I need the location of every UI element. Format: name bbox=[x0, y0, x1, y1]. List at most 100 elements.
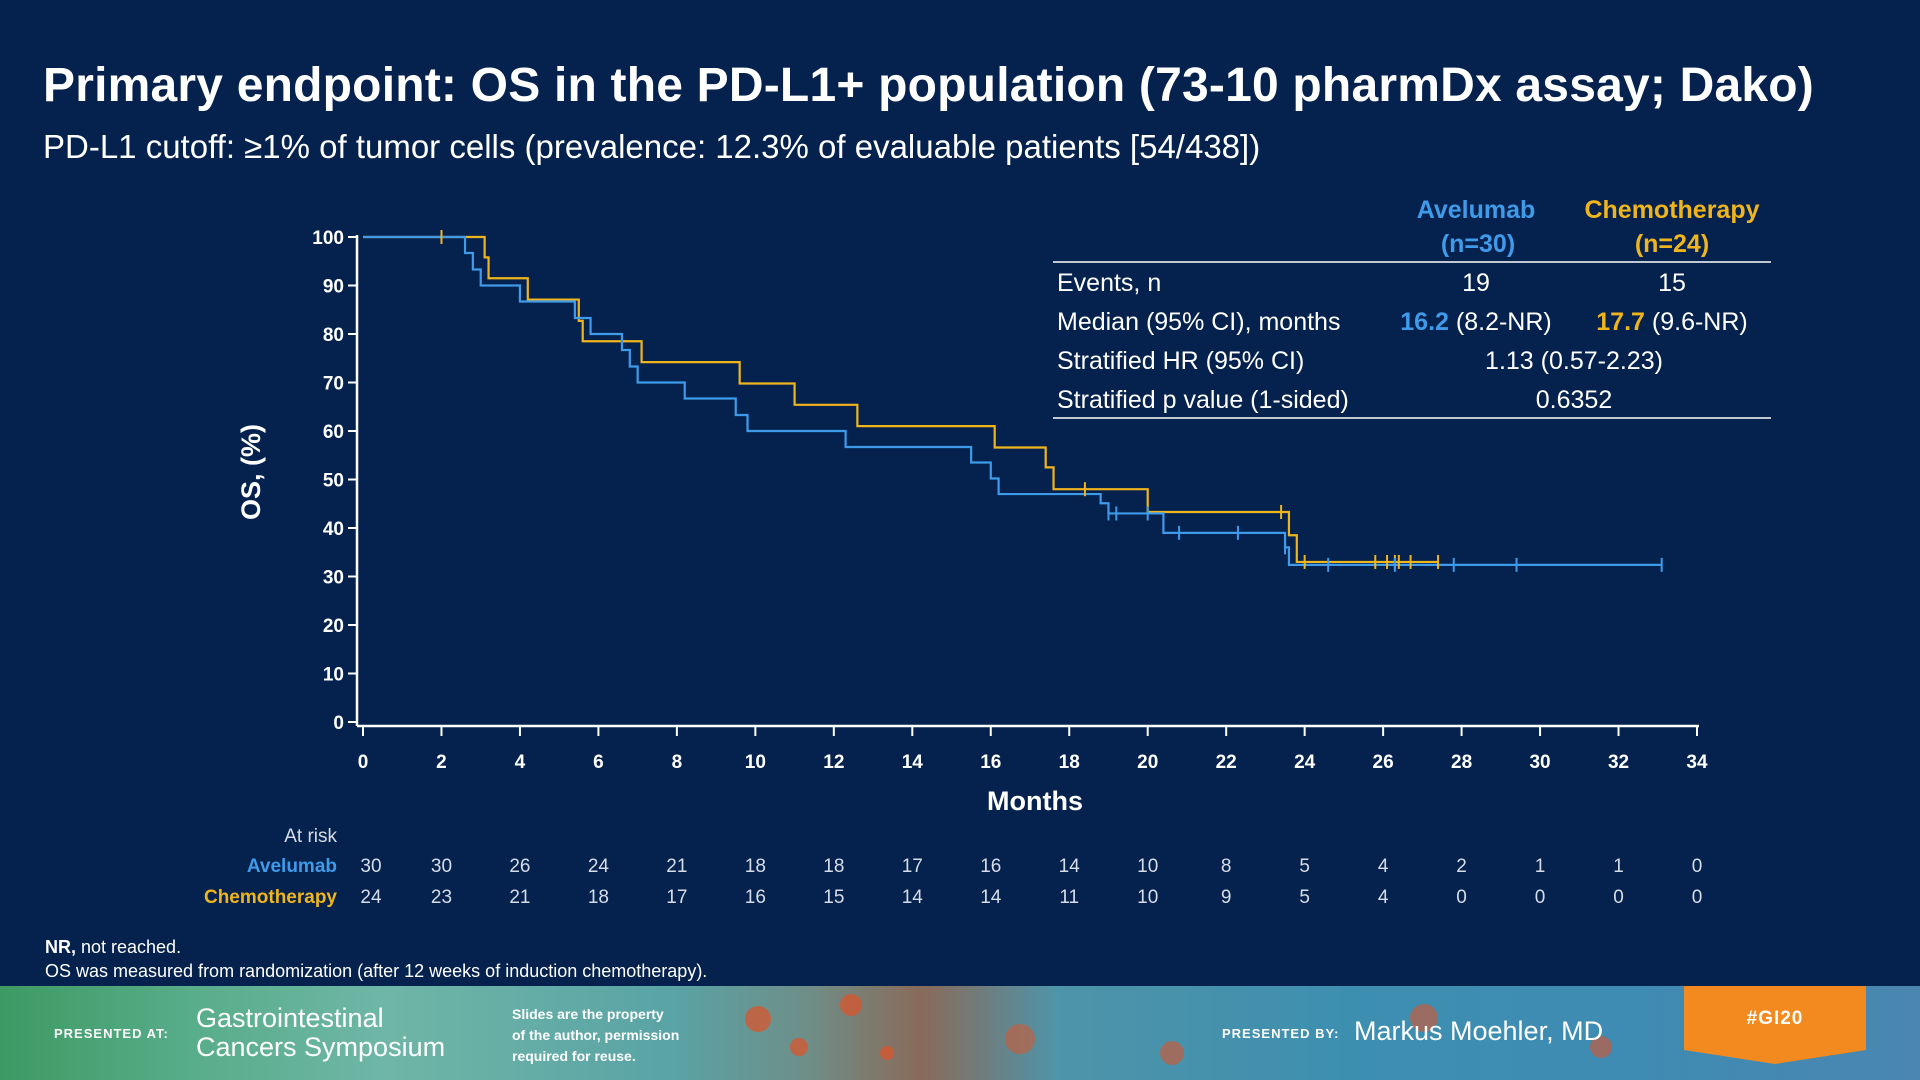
at-risk-value-avelumab: 10 bbox=[1137, 856, 1158, 877]
footnote-nr-abbrev: NR, bbox=[45, 937, 76, 957]
x-tick-label: 4 bbox=[515, 752, 526, 773]
at-risk-value-avelumab: 4 bbox=[1378, 856, 1389, 877]
at-risk-value-avelumab: 18 bbox=[823, 856, 844, 877]
at-risk-value-chemotherapy: 0 bbox=[1692, 887, 1703, 908]
x-axis-title: Months bbox=[987, 786, 1083, 816]
median-chemotherapy: 17.7 (9.6-NR) bbox=[1596, 308, 1747, 336]
x-tick-label: 18 bbox=[1059, 752, 1080, 773]
p-label: Stratified p value (1-sided) bbox=[1057, 386, 1349, 414]
median-avelumab: 16.2 (8.2-NR) bbox=[1400, 308, 1551, 336]
events-label: Events, n bbox=[1057, 269, 1161, 297]
at-risk-value-chemotherapy: 5 bbox=[1299, 887, 1310, 908]
events-avelumab: 19 bbox=[1462, 269, 1490, 297]
at-risk-value-avelumab: 24 bbox=[588, 856, 610, 877]
header-chemotherapy: Chemotherapy bbox=[1584, 196, 1759, 224]
presented-at-label: PRESENTED AT: bbox=[54, 1026, 169, 1041]
x-tick-label: 0 bbox=[358, 752, 369, 773]
at-risk-label: At risk bbox=[284, 826, 337, 847]
header-chemotherapy-n: (n=24) bbox=[1635, 230, 1709, 258]
at-risk-value-chemotherapy: 17 bbox=[666, 887, 687, 908]
y-tick-label: 80 bbox=[323, 325, 344, 346]
at-risk-value-avelumab: 1 bbox=[1613, 856, 1624, 877]
at-risk-value-chemotherapy: 0 bbox=[1535, 887, 1546, 908]
presented-by-label: PRESENTED BY: bbox=[1222, 1026, 1340, 1041]
y-tick-label: 30 bbox=[323, 568, 344, 589]
at-risk-value-avelumab: 17 bbox=[902, 856, 923, 877]
at-risk-value-avelumab: 5 bbox=[1299, 856, 1310, 877]
x-tick-label: 16 bbox=[980, 752, 1001, 773]
x-tick-label: 26 bbox=[1373, 752, 1394, 773]
meeting-name-line1: Gastrointestinal bbox=[196, 1003, 384, 1033]
slide-title: Primary endpoint: OS in the PD-L1+ popul… bbox=[43, 59, 1814, 112]
median-chemo-value: 17.7 bbox=[1596, 308, 1645, 336]
slide-subtitle: PD-L1 cutoff: ≥1% of tumor cells (preval… bbox=[43, 128, 1261, 165]
x-tick-label: 32 bbox=[1608, 752, 1629, 773]
x-tick-label: 8 bbox=[672, 752, 683, 773]
at-risk-value-chemotherapy: 24 bbox=[360, 887, 382, 908]
y-tick-label: 100 bbox=[312, 228, 344, 249]
x-tick-label: 34 bbox=[1686, 752, 1708, 773]
median-label: Median (95% CI), months bbox=[1057, 308, 1340, 336]
x-tick-label: 28 bbox=[1451, 752, 1472, 773]
hr-label: Stratified HR (95% CI) bbox=[1057, 347, 1304, 375]
p-value: 0.6352 bbox=[1536, 386, 1612, 414]
stats-table: Avelumab (n=30) Chemotherapy (n=24) Even… bbox=[1053, 196, 1771, 419]
y-tick-label: 50 bbox=[323, 471, 344, 492]
property-note: Slides are the property of the author, p… bbox=[512, 1004, 679, 1067]
x-tick-label: 20 bbox=[1137, 752, 1158, 773]
footer-banner: PRESENTED AT: Gastrointestinal Cancers S… bbox=[0, 986, 1920, 1080]
at-risk-value-avelumab: 30 bbox=[431, 856, 452, 877]
at-risk-value-chemotherapy: 21 bbox=[509, 887, 530, 908]
x-tick-label: 2 bbox=[436, 752, 447, 773]
footnote-os: OS was measured from randomization (afte… bbox=[45, 961, 708, 981]
at-risk-value-chemotherapy: 10 bbox=[1137, 887, 1158, 908]
x-tick-label: 22 bbox=[1216, 752, 1237, 773]
property-note-line1: Slides are the property bbox=[512, 1006, 664, 1022]
at-risk-value-chemotherapy: 16 bbox=[745, 887, 766, 908]
property-note-line2: of the author, permission bbox=[512, 1027, 680, 1043]
x-tick-label: 24 bbox=[1294, 752, 1316, 773]
header-avelumab-n: (n=30) bbox=[1441, 230, 1515, 258]
at-risk-value-chemotherapy: 9 bbox=[1221, 887, 1232, 908]
at-risk-value-chemotherapy: 14 bbox=[902, 887, 924, 908]
x-tick-label: 14 bbox=[902, 752, 924, 773]
at-risk-value-chemotherapy: 11 bbox=[1059, 887, 1079, 908]
hashtag-tag: #GI20 bbox=[1684, 986, 1866, 1064]
at-risk-values: 30 30 26 24 21 18 18 17 16 14 10 8 5 4 2 1 1 024 23 21 18 17 1… bbox=[360, 856, 1702, 908]
at-risk-chemotherapy-label: Chemotherapy bbox=[204, 887, 337, 908]
at-risk-value-avelumab: 16 bbox=[980, 856, 1001, 877]
median-avelumab-ci: (8.2-NR) bbox=[1456, 308, 1552, 336]
y-tick-label: 10 bbox=[323, 665, 344, 686]
at-risk-value-avelumab: 14 bbox=[1059, 856, 1081, 877]
at-risk-value-chemotherapy: 18 bbox=[588, 887, 609, 908]
at-risk-value-avelumab: 30 bbox=[360, 856, 381, 877]
y-tick-label: 60 bbox=[323, 422, 344, 443]
footnote-nr-text: not reached. bbox=[76, 937, 182, 957]
hashtag-text: #GI20 bbox=[1746, 1008, 1804, 1029]
at-risk-value-chemotherapy: 0 bbox=[1613, 887, 1624, 908]
y-tick-label: 90 bbox=[323, 277, 344, 298]
at-risk-value-avelumab: 8 bbox=[1221, 856, 1232, 877]
x-tick-label: 12 bbox=[823, 752, 844, 773]
at-risk-value-chemotherapy: 23 bbox=[431, 887, 452, 908]
header-avelumab: Avelumab bbox=[1417, 196, 1536, 224]
y-tick-label: 0 bbox=[333, 713, 344, 734]
y-axis-title: OS, (%) bbox=[236, 424, 266, 520]
meeting-name-line2: Cancers Symposium bbox=[196, 1032, 446, 1062]
y-tick-label: 40 bbox=[323, 519, 344, 540]
meeting-name: Gastrointestinal Cancers Symposium bbox=[196, 1004, 445, 1062]
at-risk-value-avelumab: 21 bbox=[666, 856, 687, 877]
hr-value: 1.13 (0.57-2.23) bbox=[1485, 347, 1663, 375]
x-tick-label: 30 bbox=[1529, 752, 1550, 773]
property-note-line3: required for reuse. bbox=[512, 1048, 636, 1064]
at-risk-value-avelumab: 18 bbox=[745, 856, 766, 877]
chart-censors bbox=[440, 230, 1663, 572]
presenter-name: Markus Moehler, MD bbox=[1354, 1016, 1604, 1046]
x-tick-label: 10 bbox=[745, 752, 766, 773]
at-risk-value-avelumab: 0 bbox=[1692, 856, 1703, 877]
at-risk-value-chemotherapy: 4 bbox=[1378, 887, 1389, 908]
footnote-nr: NR, not reached. bbox=[45, 937, 181, 958]
y-tick-label: 70 bbox=[323, 374, 344, 395]
